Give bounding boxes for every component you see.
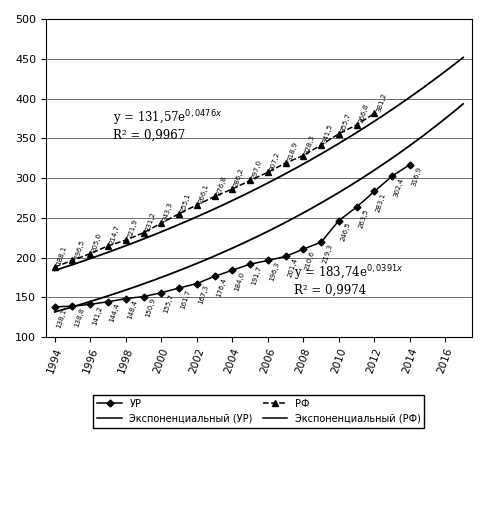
Text: 148,4: 148,4: [127, 299, 138, 320]
Text: 196,3: 196,3: [269, 261, 281, 282]
Text: 286,2: 286,2: [233, 167, 245, 188]
Text: 184,0: 184,0: [233, 271, 245, 292]
Text: R² = 0,9967: R² = 0,9967: [113, 128, 186, 141]
Text: 201,4: 201,4: [286, 257, 299, 278]
Text: 318,9: 318,9: [286, 141, 299, 162]
Text: 355,7: 355,7: [340, 112, 352, 133]
Text: 219,3: 219,3: [322, 243, 334, 264]
Text: y = 183,74e$^{0,0391x}$: y = 183,74e$^{0,0391x}$: [295, 264, 404, 283]
Text: 214,7: 214,7: [109, 224, 121, 245]
Text: 263,5: 263,5: [357, 208, 369, 229]
Text: 231,2: 231,2: [144, 211, 156, 232]
Text: 176,4: 176,4: [215, 277, 227, 298]
Text: 276,8: 276,8: [215, 175, 227, 196]
Text: 138,1: 138,1: [56, 308, 68, 329]
Text: 381,2: 381,2: [375, 92, 387, 113]
Text: 246,5: 246,5: [340, 222, 352, 242]
Text: y = 131,57e$^{0,0476x}$: y = 131,57e$^{0,0476x}$: [113, 108, 223, 128]
Text: 316,9: 316,9: [411, 166, 423, 186]
Text: 328,3: 328,3: [304, 134, 316, 155]
Text: 196,5: 196,5: [74, 239, 85, 260]
Text: 341,5: 341,5: [322, 124, 334, 144]
Text: 283,1: 283,1: [375, 192, 387, 213]
Text: R² = 0,9974: R² = 0,9974: [295, 283, 367, 296]
Text: 188,1: 188,1: [56, 245, 68, 266]
Text: 302,4: 302,4: [393, 177, 405, 198]
Text: 144,4: 144,4: [109, 303, 121, 323]
Text: 150,9: 150,9: [144, 297, 156, 318]
Text: 266,1: 266,1: [198, 183, 209, 204]
Text: 297,0: 297,0: [251, 159, 263, 180]
Text: 205,0: 205,0: [91, 232, 103, 253]
Text: 255,1: 255,1: [180, 192, 192, 213]
Text: 221,9: 221,9: [127, 218, 138, 239]
Text: 155,7: 155,7: [162, 294, 174, 315]
Legend: УР, Экспоненциальный (УР), РФ, Экспоненциальный (РФ): УР, Экспоненциальный (УР), РФ, Экспоненц…: [94, 395, 424, 428]
Text: 138,8: 138,8: [74, 307, 85, 328]
Text: 307,2: 307,2: [269, 151, 281, 171]
Text: 366,8: 366,8: [357, 103, 370, 124]
Text: 161,7: 161,7: [180, 289, 192, 310]
Text: 141,2: 141,2: [91, 305, 103, 326]
Text: 191,7: 191,7: [251, 265, 263, 286]
Text: 167,3: 167,3: [198, 284, 209, 306]
Text: 243,3: 243,3: [162, 201, 174, 222]
Text: 210,6: 210,6: [304, 250, 316, 271]
